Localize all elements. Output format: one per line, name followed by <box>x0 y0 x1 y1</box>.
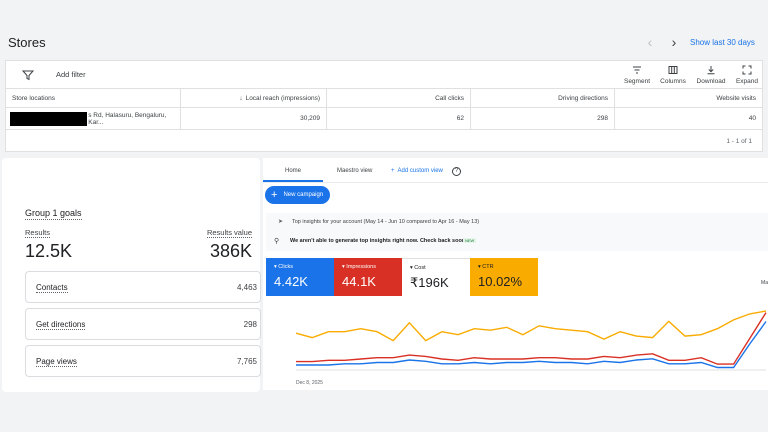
download-label: Download <box>696 78 726 85</box>
insights-title: Top insights for your account (May 14 - … <box>292 219 480 225</box>
insights-box: ➤ Top insights for your account (May 14 … <box>266 213 768 251</box>
lightbulb-icon: ⚲ <box>274 238 280 245</box>
tab-home[interactable]: Home <box>285 168 302 174</box>
table-row: s Rd, Halasuru, Bengaluru, Kar... 30,209… <box>6 108 762 130</box>
kpi-label: ▾ Cost <box>410 265 470 271</box>
stores-section: Stores ‹ › Show last 30 days Add filter … <box>0 0 768 156</box>
header-local-reach[interactable]: ↓ Local reach (impressions) <box>181 89 327 107</box>
segment-icon <box>633 66 641 74</box>
download-button[interactable]: Download <box>694 65 728 85</box>
header-local-reach-label: Local reach (impressions) <box>245 94 320 102</box>
table-header: Store locations ↓ Local reach (impressio… <box>6 88 762 108</box>
cell-store-text: s Rd, Halasuru, Bengaluru, Kar... <box>88 111 167 126</box>
metric-label: Get directions <box>36 320 86 330</box>
chevron-right-icon[interactable]: › <box>671 34 677 50</box>
kpi-value: 10.02% <box>478 274 523 289</box>
header-driving-directions[interactable]: Driving directions <box>471 89 615 107</box>
kpi-label: ▾ Impressions <box>342 264 402 270</box>
stores-table-card: Add filter Segment Columns Download Expa… <box>5 60 763 152</box>
header-call-clicks[interactable]: Call clicks <box>327 89 471 107</box>
series-line-clicks <box>296 321 767 369</box>
new-campaign-label: New campaign <box>283 192 324 198</box>
kpi-ctr[interactable]: ▾ CTR 10.02% <box>470 258 538 296</box>
performance-chart-svg: Dec 8, 2025 <box>295 310 767 386</box>
kpi-value: 4.42K <box>274 274 308 289</box>
metric-value: 298 <box>243 320 257 329</box>
results-label: Results <box>25 228 51 238</box>
insights-message: We aren't able to generate top insights … <box>290 238 467 244</box>
results-value: 12.5K <box>25 241 73 261</box>
active-tab-indicator <box>263 180 323 182</box>
dropdown-icon: ▾ <box>410 265 413 271</box>
kpi-label-text: Clicks <box>278 264 293 270</box>
add-filter-button[interactable]: Add filter <box>56 70 86 79</box>
add-custom-view-button[interactable]: + Add custom view <box>391 168 443 174</box>
new-campaign-button[interactable]: + New campaign <box>265 186 330 204</box>
kpi-impressions[interactable]: ▾ Impressions 44.1K <box>334 258 402 296</box>
cell-website: 40 <box>748 115 756 122</box>
columns-label: Columns <box>660 78 686 85</box>
kpi-label-text: CTR <box>482 264 494 270</box>
series-line-impressions <box>296 312 767 365</box>
metric-value: 7,765 <box>236 357 257 366</box>
kpi-label: ▾ Clicks <box>274 264 334 270</box>
download-icon <box>707 66 715 75</box>
chevron-left-icon[interactable]: ‹ <box>647 34 653 50</box>
new-badge: NEW <box>463 238 477 243</box>
results-value-label: Results value <box>206 228 252 238</box>
x-axis-tick-label: Dec 8, 2025 <box>296 380 323 386</box>
show-last-30-days-link[interactable]: Show last 30 days <box>690 38 755 47</box>
kpi-value: 44.1K <box>342 274 376 289</box>
metric-label: Contacts <box>36 283 68 293</box>
kpi-clicks[interactable]: ▾ Clicks 4.42K <box>266 258 334 296</box>
cell-store[interactable]: s Rd, Halasuru, Bengaluru, Kar... <box>6 108 181 129</box>
arrow-icon[interactable]: ➤ <box>278 219 284 225</box>
columns-icon <box>668 66 678 74</box>
kpi-label: ▾ CTR <box>478 264 538 270</box>
performance-chart: Dec 8, 2025 <box>266 298 768 390</box>
kpi-label-text: Impressions <box>346 264 376 270</box>
segment-label: Segment <box>623 78 651 85</box>
sort-arrow-down-icon: ↓ <box>239 94 243 102</box>
goals-title: Group 1 goals <box>25 208 82 220</box>
expand-icon <box>742 65 752 75</box>
metric-value: 4,463 <box>236 283 257 292</box>
expand-button[interactable]: Expand <box>730 65 764 85</box>
segment-button[interactable]: Segment <box>620 65 654 85</box>
metric-page-views[interactable]: Page views 7,765 <box>25 345 261 377</box>
header-website-visits[interactable]: Website visits <box>716 94 756 102</box>
expand-label: Expand <box>735 78 759 85</box>
dropdown-icon: ▾ <box>478 264 481 270</box>
tabs-divider <box>263 182 768 183</box>
dropdown-icon: ▾ <box>342 264 345 270</box>
header-store-locations[interactable]: Store locations <box>6 89 181 107</box>
columns-button[interactable]: Columns <box>656 65 690 85</box>
kpi-label-text: Cost <box>414 265 426 271</box>
cell-directions: 298 <box>471 108 615 129</box>
kpi-cost[interactable]: ▾ Cost ₹196K <box>402 258 470 296</box>
redacted-block <box>10 111 88 126</box>
plus-icon: + <box>391 168 395 174</box>
help-icon[interactable]: ? <box>452 167 461 176</box>
page-title: Stores <box>8 35 46 50</box>
metric-get-directions[interactable]: Get directions 298 <box>25 308 261 340</box>
ads-overview-panel: Home Maestro view + Add custom view ? + … <box>263 158 768 390</box>
filter-icon[interactable] <box>22 69 34 81</box>
truncated-label: Ma <box>761 280 768 286</box>
metric-label: Page views <box>36 357 77 367</box>
pagination-text: 1 - 1 of 1 <box>726 138 752 145</box>
results-value-amount: 386K <box>209 241 252 261</box>
goals-card: Group 1 goals Results 12.5K Results valu… <box>2 158 261 392</box>
kpi-value: ₹196K <box>410 275 449 290</box>
cell-reach: 30,209 <box>181 108 327 129</box>
metric-contacts[interactable]: Contacts 4,463 <box>25 271 261 303</box>
cell-calls: 62 <box>327 108 471 129</box>
add-custom-view-label: Add custom view <box>397 168 443 174</box>
tab-maestro-view[interactable]: Maestro view <box>337 168 373 174</box>
plus-icon: + <box>271 188 278 201</box>
series-line-ctr <box>295 310 767 342</box>
dropdown-icon: ▾ <box>274 264 277 270</box>
